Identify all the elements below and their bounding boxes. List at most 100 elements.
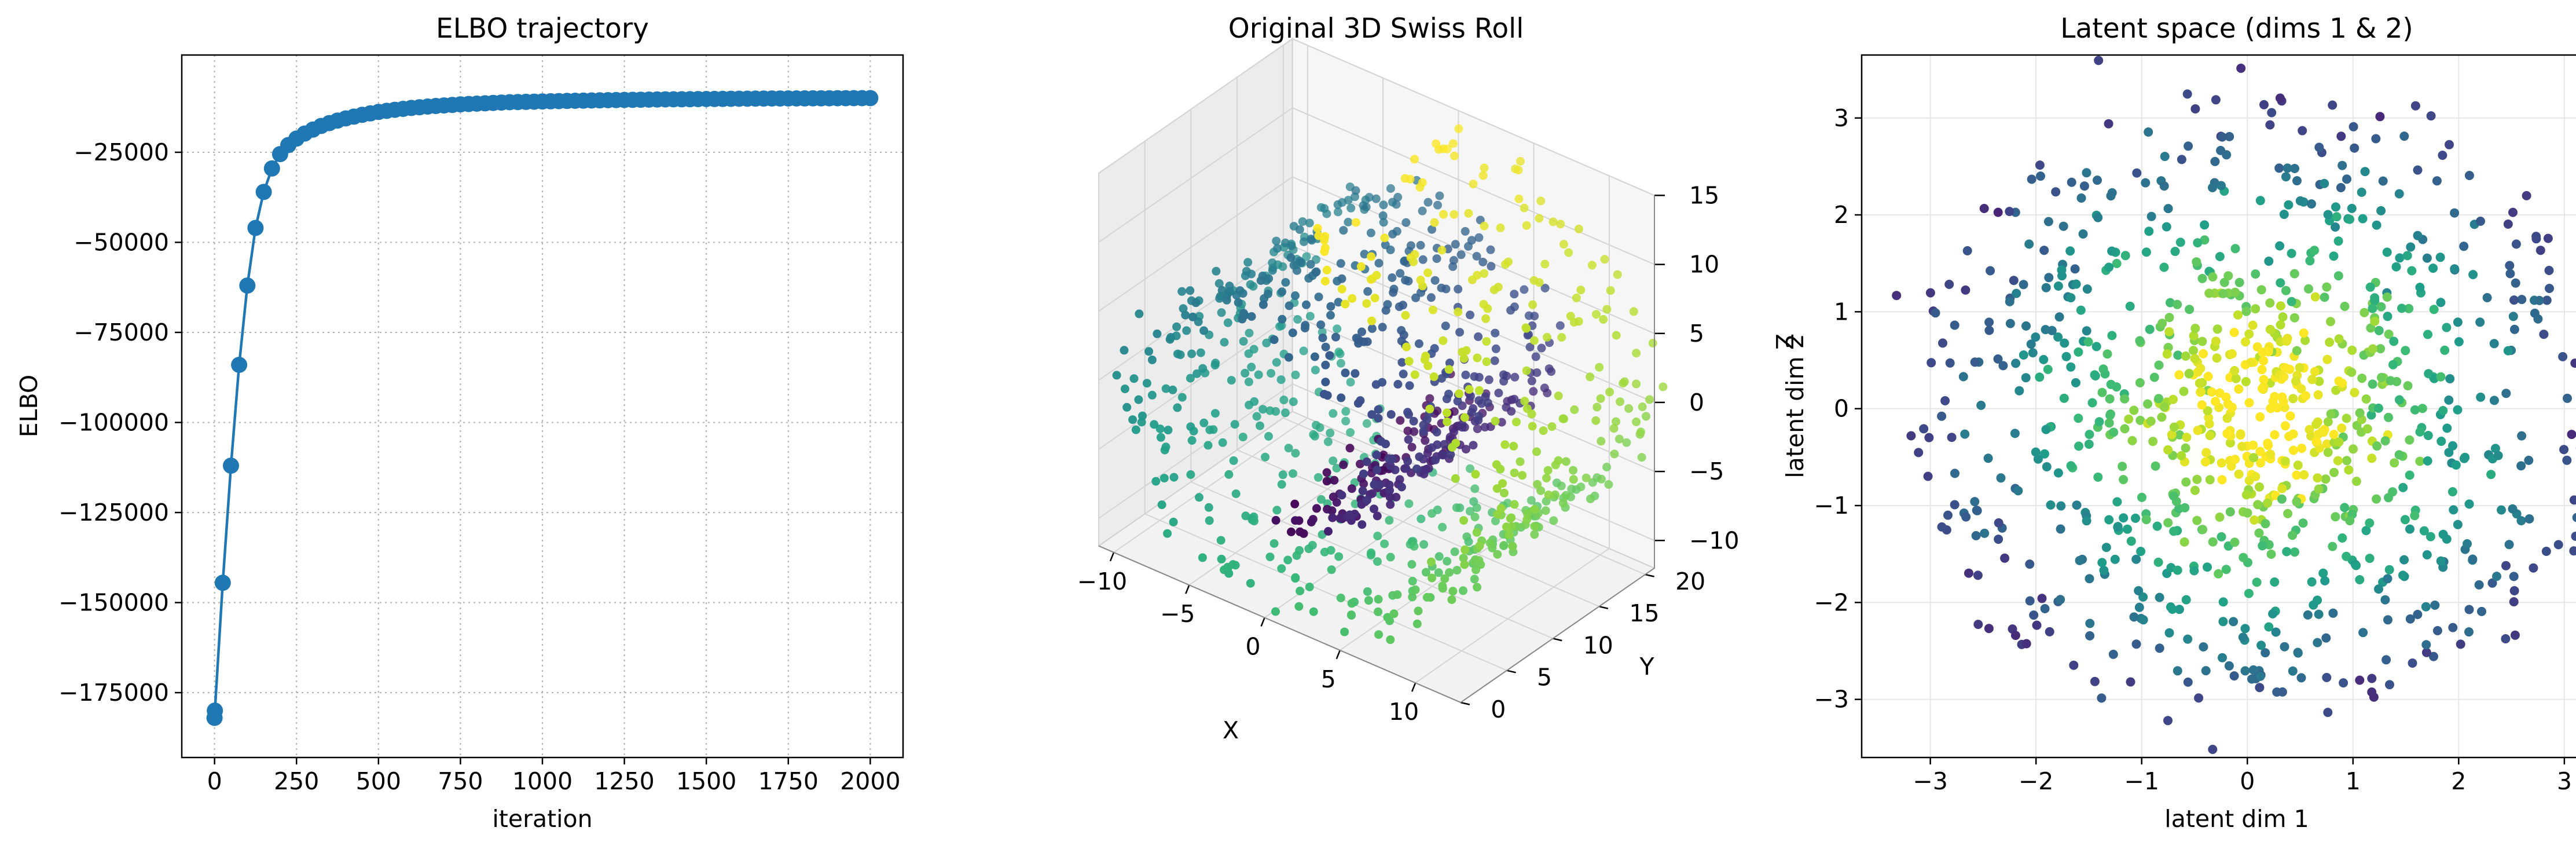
swiss-roll-point	[1491, 517, 1500, 526]
latent-y-tick-label: 2	[1834, 201, 1849, 229]
latent-point	[2264, 257, 2274, 266]
latent-point	[2438, 151, 2447, 160]
latent-point	[2287, 297, 2296, 306]
swiss-roll-point	[1294, 602, 1304, 611]
swiss-roll-point	[1346, 378, 1355, 387]
swiss-roll-point	[1222, 295, 1231, 305]
latent-point	[2374, 325, 2384, 335]
latent-point	[2251, 471, 2261, 481]
latent-point	[2201, 448, 2211, 458]
swiss-roll-point	[1258, 405, 1268, 414]
swiss-roll-x-ticks: −10 −5 0 5 10	[1077, 552, 1419, 726]
swiss-roll-point	[1480, 221, 1489, 230]
swiss-roll-z-tick-label: 15	[1689, 181, 1719, 209]
swiss-roll-point	[1396, 416, 1405, 425]
latent-point	[2370, 316, 2380, 326]
latent-point	[2510, 630, 2520, 640]
swiss-roll-point	[1465, 385, 1474, 394]
swiss-roll-point	[1554, 456, 1563, 465]
swiss-roll-point	[1388, 454, 1397, 463]
latent-point	[2035, 160, 2045, 170]
latent-point	[2102, 349, 2112, 359]
swiss-roll-point	[1412, 464, 1421, 474]
latent-point	[2347, 203, 2357, 213]
latent-point	[2042, 462, 2052, 471]
swiss-roll-point	[1309, 607, 1318, 616]
swiss-roll-point	[1396, 269, 1405, 278]
swiss-roll-point	[1243, 258, 1253, 267]
latent-point	[2014, 386, 2024, 396]
latent-point	[2351, 561, 2361, 570]
elbo-x-tick-label: 750	[438, 767, 483, 795]
latent-point	[2067, 177, 2076, 187]
latent-point	[2134, 586, 2144, 595]
swiss-roll-point	[1360, 250, 1369, 259]
latent-point	[2569, 546, 2576, 556]
latent-point	[2205, 431, 2215, 441]
latent-point	[2413, 165, 2423, 175]
latent-point	[2238, 632, 2248, 642]
latent-point	[2189, 566, 2199, 576]
swiss-roll-point	[1419, 540, 1429, 549]
swiss-roll-point	[1506, 306, 1515, 315]
latent-point	[2131, 554, 2141, 564]
latent-point	[2211, 95, 2221, 105]
swiss-roll-point	[1499, 376, 1509, 386]
latent-point	[2508, 504, 2518, 514]
latent-point	[2225, 507, 2235, 517]
latent-point	[2272, 687, 2282, 697]
latent-point	[2326, 317, 2335, 327]
swiss-roll-point	[1455, 389, 1464, 398]
latent-point	[2210, 156, 2220, 166]
latent-point	[2263, 441, 2273, 451]
latent-point	[2005, 207, 2014, 217]
latent-point	[2456, 639, 2465, 649]
swiss-roll-point	[1445, 358, 1454, 368]
swiss-roll-point	[1462, 532, 1472, 541]
elbo-x-tick-label: 0	[207, 767, 222, 795]
latent-point	[2190, 324, 2200, 333]
swiss-roll-point	[1151, 477, 1161, 486]
swiss-roll-point	[1433, 407, 1442, 415]
swiss-roll-point	[1210, 361, 1220, 369]
latent-point	[2453, 317, 2463, 327]
latent-point	[2361, 526, 2371, 536]
swiss-roll-point	[1483, 398, 1492, 407]
latent-point	[2201, 666, 2211, 676]
swiss-roll-point	[1507, 407, 1516, 416]
latent-point	[1984, 317, 1994, 327]
latent-point	[2331, 222, 2340, 232]
latent-point	[2131, 639, 2141, 649]
swiss-roll-point	[1299, 529, 1308, 538]
swiss-roll-point	[1196, 348, 1205, 357]
swiss-roll-point	[1531, 352, 1540, 361]
latent-point	[2430, 601, 2440, 610]
swiss-roll-point	[1514, 166, 1523, 175]
latent-point	[2398, 482, 2408, 492]
swiss-roll-point	[1252, 412, 1261, 421]
latent-point	[2279, 372, 2289, 382]
swiss-roll-point	[1357, 520, 1367, 529]
latent-point	[2334, 437, 2344, 447]
swiss-roll-point	[1452, 503, 1461, 513]
latent-point	[2380, 436, 2390, 446]
swiss-roll-point	[1324, 527, 1333, 536]
latent-point	[2328, 608, 2338, 618]
swiss-roll-point	[1448, 587, 1458, 596]
latent-point	[1892, 291, 1902, 301]
swiss-roll-point	[1632, 349, 1641, 358]
latent-point	[2292, 176, 2302, 186]
swiss-roll-point	[1345, 444, 1355, 453]
latent-point	[2208, 537, 2218, 547]
latent-point	[1983, 453, 1993, 463]
swiss-roll-y-tick-label: 10	[1583, 632, 1613, 660]
latent-point	[2436, 556, 2446, 566]
latent-point	[1944, 280, 1954, 289]
swiss-roll-point	[1217, 308, 1226, 317]
latent-point	[2424, 369, 2434, 379]
latent-point	[2382, 247, 2392, 257]
swiss-roll-point	[1231, 561, 1240, 570]
swiss-roll-point	[1120, 346, 1129, 355]
swiss-roll-point	[1557, 333, 1566, 342]
swiss-roll-point	[1395, 475, 1404, 484]
